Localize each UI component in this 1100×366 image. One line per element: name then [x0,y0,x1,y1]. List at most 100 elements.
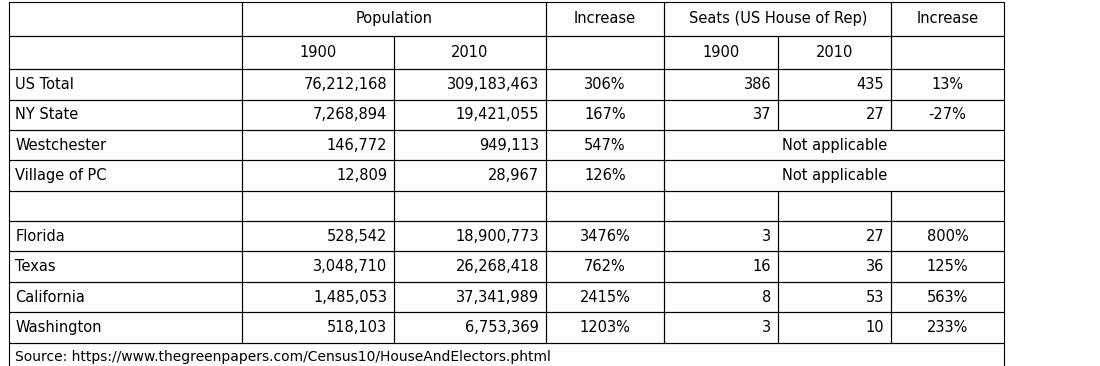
Text: 53: 53 [866,290,884,305]
Bar [778,100,891,130]
Text: Increase: Increase [916,11,979,26]
Bar [546,36,664,69]
Bar [242,130,394,160]
Bar [394,251,546,282]
Bar [242,312,394,343]
Bar [891,36,1004,69]
Bar [242,221,394,251]
Text: Source: https://www.thegreenpapers.com/Census10/HouseAndElectors.phtml: Source: https://www.thegreenpapers.com/C… [15,350,551,364]
Text: Westchester: Westchester [15,138,107,153]
Text: 386: 386 [744,77,771,92]
Bar [891,251,1004,282]
Text: 28,967: 28,967 [488,168,539,183]
Bar [9,69,242,100]
Bar [546,282,664,312]
Bar [394,312,546,343]
Bar [546,2,664,36]
Text: 2415%: 2415% [580,290,630,305]
Bar [664,130,1004,160]
Bar [546,251,664,282]
Text: Seats (US House of Rep): Seats (US House of Rep) [689,11,867,26]
Text: 3: 3 [762,229,771,244]
Bar [9,36,242,69]
Bar [778,221,891,251]
Text: 762%: 762% [584,259,626,274]
Bar [664,312,778,343]
Bar [546,160,664,191]
Bar [394,69,546,100]
Text: 547%: 547% [584,138,626,153]
Bar [242,36,394,69]
Bar [9,251,242,282]
Text: 37: 37 [752,107,771,122]
Bar [9,282,242,312]
Text: 27: 27 [866,107,884,122]
Text: Not applicable: Not applicable [782,138,887,153]
Bar [891,2,1004,36]
Text: 146,772: 146,772 [327,138,387,153]
Text: NY State: NY State [15,107,79,122]
Bar [664,221,778,251]
Bar [546,221,664,251]
Text: 1900: 1900 [299,45,337,60]
Text: Texas: Texas [15,259,56,274]
Text: 26,268,418: 26,268,418 [455,259,539,274]
Text: Increase: Increase [574,11,636,26]
Bar [891,282,1004,312]
Bar [664,36,778,69]
Bar [242,69,394,100]
Bar [546,191,664,221]
Bar [242,2,546,36]
Text: 2010: 2010 [451,45,488,60]
Text: 306%: 306% [584,77,626,92]
Text: US Total: US Total [15,77,75,92]
Text: 3476%: 3476% [580,229,630,244]
Bar [9,191,242,221]
Bar [394,100,546,130]
Bar [546,69,664,100]
Bar [664,160,1004,191]
Bar [242,160,394,191]
Bar [546,100,664,130]
Text: 13%: 13% [932,77,964,92]
Text: 27: 27 [866,229,884,244]
Text: 76,212,168: 76,212,168 [304,77,387,92]
Text: 1,485,053: 1,485,053 [314,290,387,305]
Bar [9,221,242,251]
Bar [242,251,394,282]
Bar [664,282,778,312]
Bar [664,2,891,36]
Text: 16: 16 [752,259,771,274]
Text: 518,103: 518,103 [327,320,387,335]
Bar [394,130,546,160]
Text: 309,183,463: 309,183,463 [447,77,539,92]
Bar [394,191,546,221]
Text: 800%: 800% [927,229,968,244]
Bar [546,312,664,343]
Bar [664,251,778,282]
Text: 435: 435 [857,77,884,92]
Text: 1900: 1900 [703,45,739,60]
Text: 528,542: 528,542 [327,229,387,244]
Bar [546,130,664,160]
Text: 6,753,369: 6,753,369 [465,320,539,335]
Text: 19,421,055: 19,421,055 [455,107,539,122]
Text: 1203%: 1203% [580,320,630,335]
Text: 126%: 126% [584,168,626,183]
Bar [242,100,394,130]
Text: 8: 8 [762,290,771,305]
Bar [394,282,546,312]
Bar [891,191,1004,221]
Text: 36: 36 [866,259,884,274]
Text: Florida: Florida [15,229,65,244]
Bar [778,191,891,221]
Bar [9,2,242,36]
Bar [891,69,1004,100]
Bar [891,221,1004,251]
Text: 563%: 563% [927,290,968,305]
Text: Population: Population [355,11,432,26]
Text: -27%: -27% [928,107,967,122]
Bar [9,343,1004,366]
Text: 10: 10 [866,320,884,335]
Bar [891,312,1004,343]
